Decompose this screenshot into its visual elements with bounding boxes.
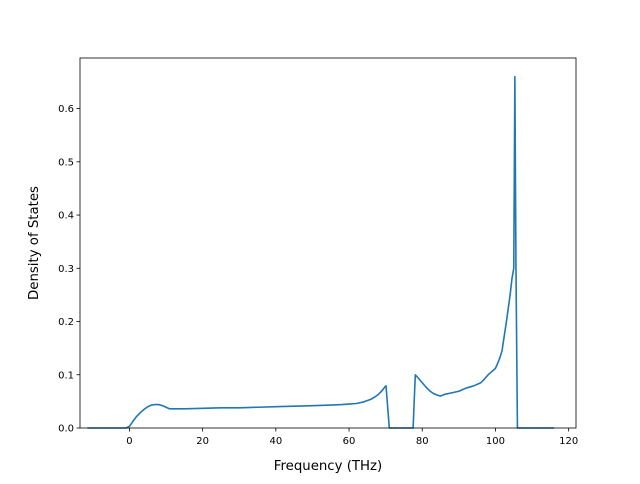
x-tick-label: 40 bbox=[269, 436, 282, 447]
y-tick-label: 0.3 bbox=[58, 264, 74, 275]
y-tick-label: 0.1 bbox=[58, 370, 74, 381]
y-axis-ticks: 0.0 0.1 0.2 0.3 0.4 0.5 0.6 bbox=[58, 104, 80, 435]
x-axis-ticks: 0 20 40 60 80 100 120 bbox=[126, 428, 578, 447]
x-tick-label: 0 bbox=[126, 436, 132, 447]
x-tick-label: 60 bbox=[343, 436, 356, 447]
x-tick-label: 80 bbox=[416, 436, 429, 447]
y-axis-label: Density of States bbox=[27, 186, 42, 300]
x-tick-label: 120 bbox=[559, 436, 578, 447]
y-tick-label: 0.4 bbox=[58, 211, 74, 222]
plot-frame bbox=[79, 57, 577, 429]
y-tick-label: 0.0 bbox=[58, 424, 74, 435]
x-axis-label: Frequency (THz) bbox=[274, 459, 382, 474]
y-tick-label: 0.6 bbox=[58, 104, 74, 115]
y-tick-label: 0.2 bbox=[58, 317, 74, 328]
x-tick-label: 20 bbox=[196, 436, 209, 447]
x-tick-label: 100 bbox=[486, 436, 505, 447]
y-tick-label: 0.5 bbox=[58, 157, 74, 168]
